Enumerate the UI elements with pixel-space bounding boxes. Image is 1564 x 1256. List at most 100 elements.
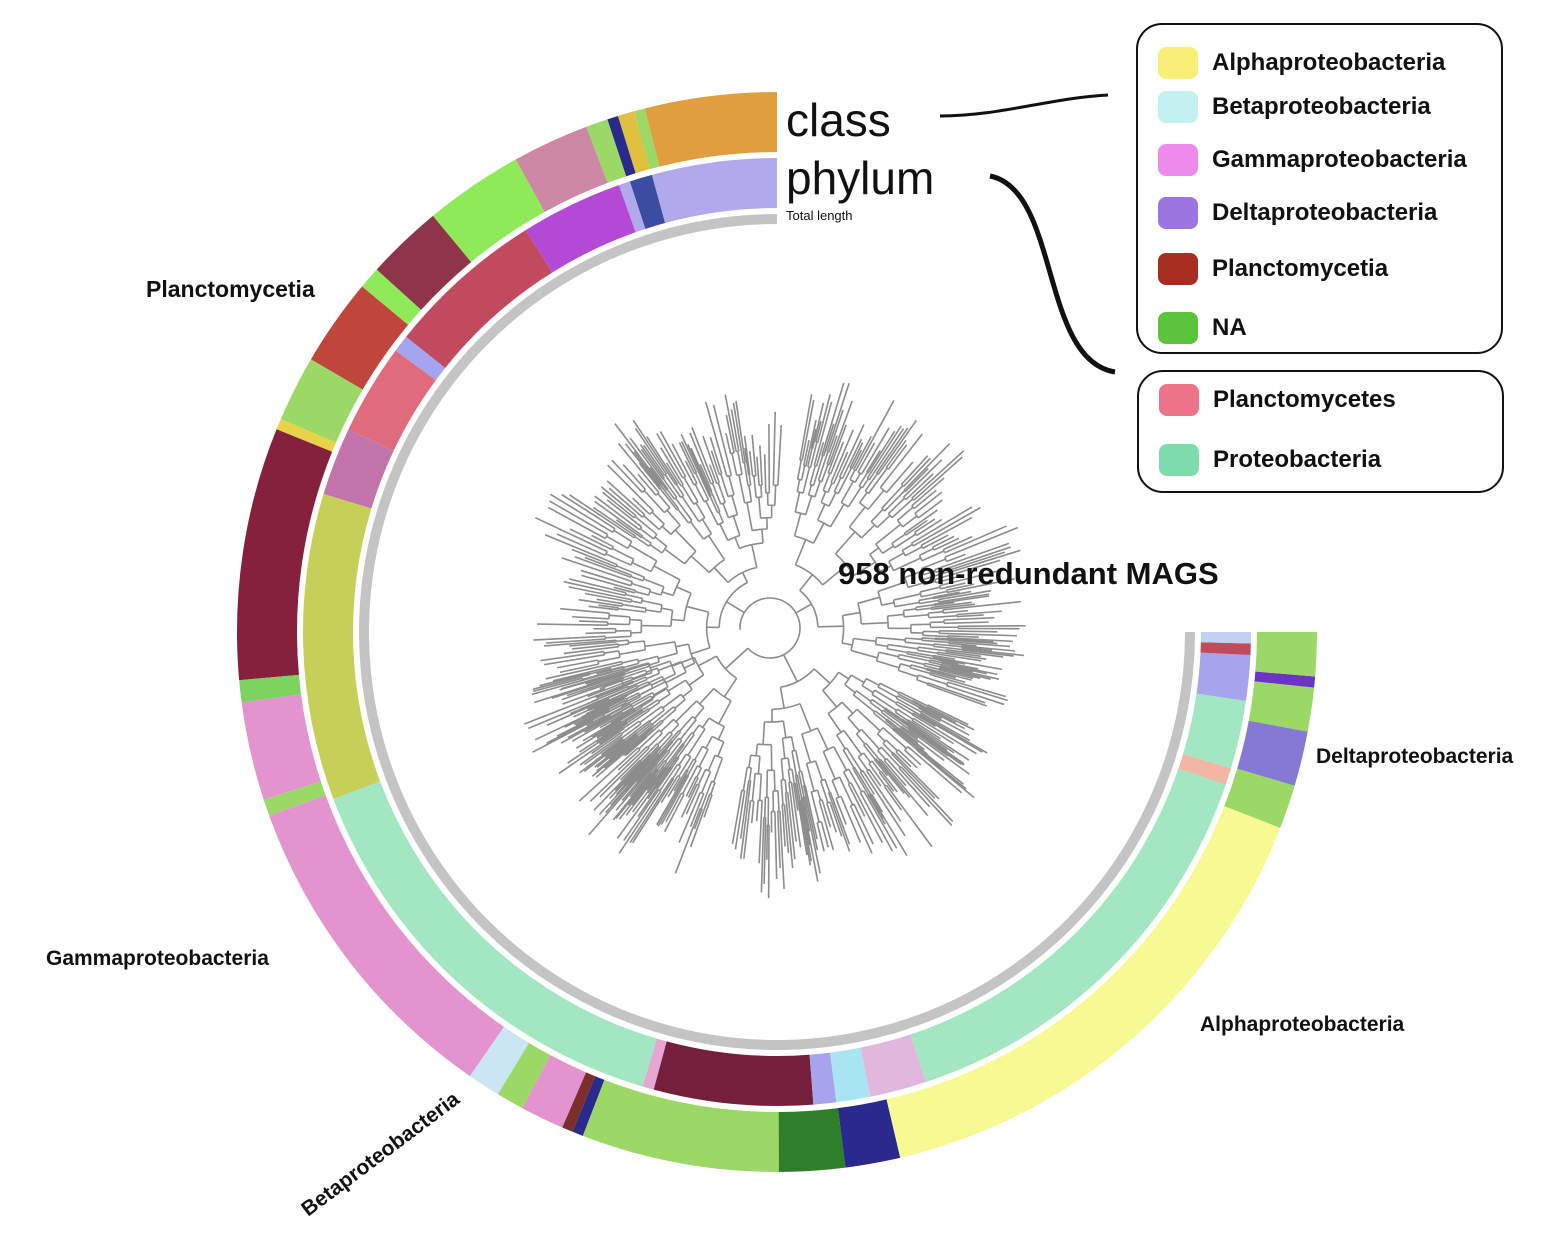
tree-branch — [937, 653, 982, 662]
tree-branch — [629, 544, 658, 562]
tree-branch — [871, 760, 881, 773]
taxon-label-planctomycetia: Planctomycetia — [146, 276, 315, 302]
tree-branch — [741, 572, 749, 583]
tree-branch — [926, 669, 956, 679]
tree-branch — [807, 484, 813, 496]
class-ring-segment — [469, 1026, 529, 1095]
tree-branch — [717, 726, 726, 740]
tree-branch — [641, 624, 672, 627]
tree-branch — [867, 467, 888, 494]
tree-branch — [828, 400, 853, 466]
tree-branch — [734, 790, 746, 850]
tree-branch — [891, 498, 914, 519]
tree-branch — [653, 565, 681, 581]
tree-branch — [822, 423, 835, 457]
tree-branch — [639, 528, 654, 540]
tree-branch — [528, 698, 599, 730]
tree-branch — [825, 802, 838, 833]
tree-branch — [667, 776, 681, 798]
tree-branch — [632, 672, 648, 680]
tree-branch — [686, 605, 709, 613]
tree-branch — [934, 559, 1001, 581]
tree-branch — [680, 783, 698, 818]
tree-branch — [739, 780, 752, 860]
tree-branch — [794, 492, 801, 513]
tree-branch — [709, 436, 723, 474]
tree-branch — [641, 599, 663, 606]
tree-branch — [580, 684, 604, 694]
tree-branch — [904, 546, 923, 557]
tree-branch — [750, 800, 755, 824]
tree-branch — [901, 725, 919, 740]
tree-branch — [629, 618, 642, 622]
tree-branch — [641, 536, 652, 544]
tree-branch — [881, 485, 904, 509]
tree-branch — [708, 464, 718, 484]
tree-branch — [915, 746, 943, 769]
tree-branch — [940, 582, 966, 590]
tree-branch — [622, 706, 634, 714]
tree-branch — [601, 718, 621, 732]
tree-branch — [774, 811, 778, 880]
tree-branch — [946, 684, 1005, 706]
phylum-ring — [303, 158, 1251, 1106]
tree-branch — [623, 719, 650, 741]
tree-branch — [867, 793, 886, 825]
tree-branch — [748, 450, 754, 477]
tree-branch — [642, 699, 659, 711]
tree-branch — [645, 746, 661, 762]
tree-branch — [847, 783, 866, 817]
tree-branch — [919, 586, 941, 593]
phylum-ring-segment — [1200, 642, 1251, 656]
tree-branch — [939, 632, 1018, 637]
tree-branch — [781, 738, 786, 759]
tree-branch — [874, 710, 887, 721]
class-ring-segment — [617, 111, 650, 174]
tree-branch — [615, 773, 653, 819]
tree-branch — [822, 564, 848, 586]
class-legend-connector — [939, 93, 1109, 118]
tree-branch — [872, 712, 894, 730]
tree-branch — [961, 646, 993, 652]
tree-branch — [814, 480, 821, 498]
tree-branch — [810, 428, 817, 449]
tree-branch — [942, 535, 973, 551]
legend-item-alphaproteobacteria: Alphaproteobacteria — [1158, 47, 1445, 79]
class-ring-segment — [1237, 720, 1308, 786]
tree-branch — [558, 727, 625, 775]
tree-branch — [919, 599, 939, 605]
tree-branch — [561, 557, 633, 583]
tree-branch — [911, 719, 941, 740]
tree-branch — [900, 662, 911, 668]
tree-branch — [584, 592, 632, 603]
tree-branch — [903, 442, 951, 492]
tree-branch — [677, 508, 690, 524]
class-ring-segment — [562, 1072, 596, 1132]
tree-branch — [572, 615, 609, 620]
tree-branch — [645, 721, 664, 738]
tree-branch — [604, 650, 619, 654]
class-ring-segment — [1254, 671, 1316, 688]
tree-branch — [659, 484, 680, 510]
tree-branch — [675, 497, 693, 522]
tree-branch — [710, 491, 721, 512]
tree-branch — [876, 660, 900, 669]
tree-branch — [544, 654, 605, 666]
tree-branch — [657, 774, 689, 827]
tree-branch — [829, 503, 845, 528]
class-ring — [237, 92, 1317, 1172]
tree-branch — [692, 724, 700, 734]
tree-branch — [943, 621, 989, 625]
legend-item-planctomycetes: Planctomycetes — [1159, 384, 1396, 416]
tree-branch — [939, 666, 991, 680]
tree-arc — [727, 566, 757, 584]
tree-branch — [921, 710, 941, 723]
tree-branch — [649, 590, 662, 596]
tree-branch — [668, 737, 680, 751]
tree-branch — [627, 683, 650, 696]
tree-branch — [947, 551, 1006, 572]
tree-branch — [880, 711, 902, 728]
tree-branch — [623, 709, 651, 729]
tree-branch — [781, 804, 786, 847]
tree-branch — [647, 732, 663, 748]
